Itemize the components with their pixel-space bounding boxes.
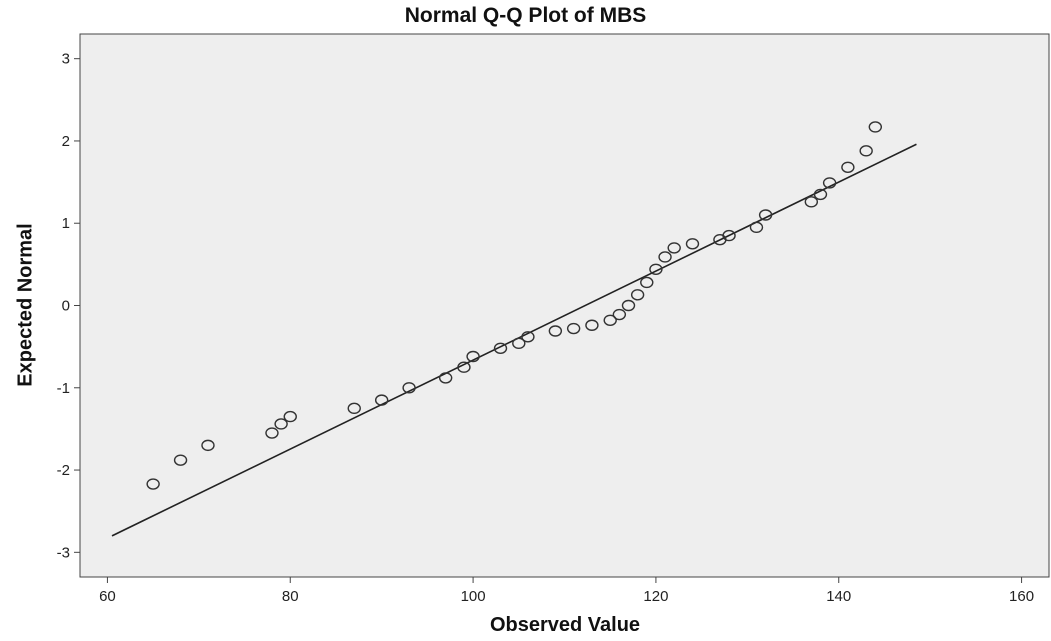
x-axis-label: Observed Value xyxy=(489,614,641,636)
data-point xyxy=(146,478,160,490)
data-point xyxy=(758,209,773,221)
y-tick-label: 0 xyxy=(62,298,70,315)
data-point xyxy=(667,242,681,254)
data-point xyxy=(859,145,873,157)
data-point xyxy=(548,325,563,337)
data-point xyxy=(841,161,855,173)
data-point xyxy=(658,251,672,263)
data-point xyxy=(722,229,736,242)
data-point xyxy=(347,402,361,415)
data-point xyxy=(640,276,654,289)
chart-title: Normal Q-Q Plot of MBS xyxy=(404,4,647,27)
data-point xyxy=(201,439,215,452)
data-point xyxy=(813,188,828,201)
data-point xyxy=(274,418,288,430)
y-tick-label: 1 xyxy=(62,215,70,232)
tick-group: 60 80 100 120 140 160 3 2 1 0 -1 -2 -3 xyxy=(57,51,1034,605)
point-group xyxy=(146,121,883,490)
data-point xyxy=(649,263,663,275)
y-tick-label: 2 xyxy=(62,133,70,150)
data-point xyxy=(749,221,764,234)
data-point xyxy=(173,454,188,466)
data-point xyxy=(521,331,535,343)
data-point xyxy=(283,410,297,423)
data-point xyxy=(457,361,471,373)
data-point xyxy=(612,308,627,321)
data-point xyxy=(566,322,581,335)
x-tick-label: 100 xyxy=(461,588,486,605)
data-point xyxy=(466,350,480,363)
data-point xyxy=(868,121,883,133)
data-point xyxy=(402,382,416,394)
data-point xyxy=(512,337,526,350)
data-point xyxy=(265,427,279,439)
data-point xyxy=(374,394,389,406)
data-point xyxy=(438,372,453,384)
data-point xyxy=(630,289,645,301)
data-point xyxy=(603,314,617,327)
data-point xyxy=(822,177,837,189)
data-point xyxy=(493,342,508,354)
x-tick-label: 160 xyxy=(1009,588,1034,605)
x-tick-label: 80 xyxy=(282,588,299,605)
y-tick-label: 3 xyxy=(62,51,70,68)
data-point xyxy=(585,319,599,331)
y-tick-label: -3 xyxy=(57,544,70,561)
x-tick-label: 140 xyxy=(826,588,851,605)
y-axis-label: Expected Normal xyxy=(14,223,37,387)
x-tick-label: 60 xyxy=(99,588,116,605)
data-point xyxy=(621,299,636,312)
y-tick-label: -1 xyxy=(57,380,70,397)
data-point xyxy=(804,196,819,208)
y-tick-label: -2 xyxy=(57,462,70,479)
data-point xyxy=(685,238,700,250)
plot-area xyxy=(79,33,1050,578)
x-tick-label: 120 xyxy=(643,588,668,605)
